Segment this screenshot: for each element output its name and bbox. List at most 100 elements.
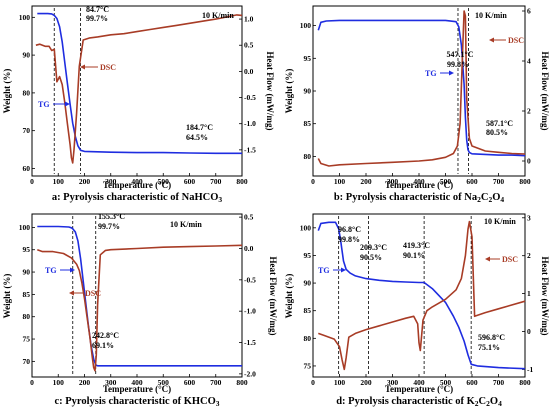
y-tick-label-right: 3 xyxy=(527,213,531,222)
x-tick-label: 700 xyxy=(210,378,222,387)
annotation-label: 75.1% xyxy=(478,343,500,352)
y-tick-label-left: 100 xyxy=(300,21,312,30)
y-tick-label-left: 95 xyxy=(304,251,312,260)
x-tick-label: 500 xyxy=(158,378,170,387)
chart-marks: 0 100 200 300 400 500 600 700 800 70 75 80 85 90 95 100… xyxy=(19,213,256,387)
y-tick-label-right: 0 xyxy=(527,157,531,166)
y-tick-label-left: 75 xyxy=(23,335,31,344)
y-tick-label-right: -1 xyxy=(527,365,533,374)
panel-caption: d: Pyrolysis characteristic of K2C2O4 xyxy=(336,396,502,408)
x-tick-label: 200 xyxy=(360,177,372,186)
x-tick-label: 700 xyxy=(493,378,505,387)
panel-b: 0 100 200 300 400 500 600 700 800 80 85 90 95 100 0 2 4 6… xyxy=(284,5,550,204)
y-axis-label-right: Heat Flow (mW/mg) xyxy=(540,52,550,131)
y-tick-label-left: 100 xyxy=(19,13,31,22)
y-tick-label-left: 80 xyxy=(304,334,312,343)
series-label-dsc: DSC xyxy=(502,255,518,264)
y-axis-label-left: Weight (%) xyxy=(2,274,12,319)
panel-d: 0 100 200 300 400 500 600 700 800 75 80 85 90 95 100 -1… xyxy=(284,213,550,408)
y-tick-label-right: -0.5 xyxy=(244,93,256,102)
y-tick-label-left: 80 xyxy=(23,88,31,97)
x-tick-label: 400 xyxy=(413,177,425,186)
annotation-label: 155.3°C xyxy=(98,212,125,221)
x-tick-label: 400 xyxy=(131,378,143,387)
series-label-arrowhead xyxy=(70,267,75,273)
panel-caption: b: Pyrolysis characteristic of Na2C2O4 xyxy=(334,192,505,204)
series-label-arrowhead xyxy=(485,256,490,262)
annotation-label: 242.8°C xyxy=(92,331,119,340)
annotation-label: 80.5% xyxy=(486,128,508,137)
y-axis-label-right: Heat Flow (mW/mg) xyxy=(268,257,278,336)
x-tick-label: 100 xyxy=(334,177,346,186)
series-label-arrowhead xyxy=(69,290,74,296)
x-axis-label: Temperature (°C) xyxy=(103,384,171,394)
y-tick-label-left: 60 xyxy=(23,164,31,173)
y-tick-label-left: 85 xyxy=(304,306,312,315)
chart-marks: 0 100 200 300 400 500 600 700 800 60 70 80 90 100 -1.5… xyxy=(19,8,256,186)
y-axis-label-left: Weight (%) xyxy=(2,69,12,114)
y-tick-label-right: 1.0 xyxy=(244,15,254,24)
series-label-tg: TG xyxy=(318,266,330,275)
y-tick-label-right: -1.0 xyxy=(244,307,256,316)
chart-marks: 0 100 200 300 400 500 600 700 800 80 85 90 95 100 0 2 4 6 xyxy=(300,7,531,187)
series-line-tg xyxy=(317,221,526,370)
series-line-tg xyxy=(317,19,526,157)
x-tick-label: 800 xyxy=(519,378,531,387)
plot-frame xyxy=(312,5,526,177)
x-axis-label: Temperature (°C) xyxy=(385,180,453,190)
y-tick-label-right: -0.5 xyxy=(244,275,256,284)
y-tick-label-right: 0.0 xyxy=(244,67,254,76)
y-tick-label-right: 2 xyxy=(527,107,531,116)
x-tick-label: 300 xyxy=(387,177,399,186)
y-tick-label-right: -1.5 xyxy=(244,145,256,154)
x-tick-label: 400 xyxy=(413,378,425,387)
series-label-dsc: DSC xyxy=(508,36,524,45)
x-axis-label: Temperature (°C) xyxy=(103,180,171,190)
annotation-label: 419.3°C xyxy=(403,241,430,250)
panel-caption: a: Pyrolysis characteristic of NaHCO3 xyxy=(52,192,223,204)
x-tick-label: 200 xyxy=(79,378,91,387)
x-tick-label: 800 xyxy=(236,177,248,186)
x-tick-label: 200 xyxy=(79,177,91,186)
series-line-tg xyxy=(37,225,242,367)
x-tick-label: 0 xyxy=(311,378,315,387)
series-label-tg: TG xyxy=(45,266,57,275)
annotation-label: 96.8°C xyxy=(338,225,361,234)
panel-a: 0 100 200 300 400 500 600 700 800 60 70 80 90 100 -1.5… xyxy=(2,5,275,204)
series-line-dsc xyxy=(37,244,243,372)
y-tick-label-left: 90 xyxy=(23,268,31,277)
y-tick-label-right: -1.5 xyxy=(244,338,256,347)
x-tick-label: 800 xyxy=(519,177,531,186)
y-tick-label-right: 4 xyxy=(527,57,531,66)
series-label-arrowhead xyxy=(65,101,70,107)
x-axis-label: Temperature (°C) xyxy=(385,384,453,394)
series-label-arrowhead xyxy=(489,37,494,43)
y-tick-label-left: 70 xyxy=(23,357,31,366)
annotation-label: 99.8% xyxy=(447,60,469,69)
annotation-label: 587.1°C xyxy=(486,119,513,128)
x-tick-label: 100 xyxy=(53,378,65,387)
panel-caption: c: Pyrolysis characteristic of KHCO3 xyxy=(54,396,219,408)
y-axis-label-right: Heat Flow (mW/mg) xyxy=(265,52,275,131)
x-tick-label: 600 xyxy=(184,378,196,387)
series-line-dsc xyxy=(318,220,526,371)
heating-rate: 10 K/min xyxy=(475,11,507,20)
y-axis-label-right: Heat Flow (mW/mg) xyxy=(540,257,550,336)
x-tick-label: 700 xyxy=(493,177,505,186)
x-tick-label: 100 xyxy=(334,378,346,387)
panel-c: 0 100 200 300 400 500 600 700 800 70 75 80 85 90 95 100… xyxy=(2,212,278,408)
chart-marks: 0 100 200 300 400 500 600 700 800 75 80 85 90 95 100 -1… xyxy=(300,213,534,387)
annotation-label: 209.3°C xyxy=(360,243,387,252)
series-label-arrowhead xyxy=(80,64,85,70)
annotation-label: 184.7°C xyxy=(186,123,213,132)
y-tick-label-right: -1.0 xyxy=(244,119,256,128)
y-tick-label-right: 1 xyxy=(527,289,531,298)
y-tick-label-left: 80 xyxy=(23,312,31,321)
x-tick-label: 0 xyxy=(30,378,34,387)
series-label-dsc: DSC xyxy=(85,289,101,298)
x-tick-label: 700 xyxy=(210,177,222,186)
x-tick-label: 600 xyxy=(184,177,196,186)
x-tick-label: 200 xyxy=(360,378,372,387)
series-line-tg xyxy=(37,12,242,155)
